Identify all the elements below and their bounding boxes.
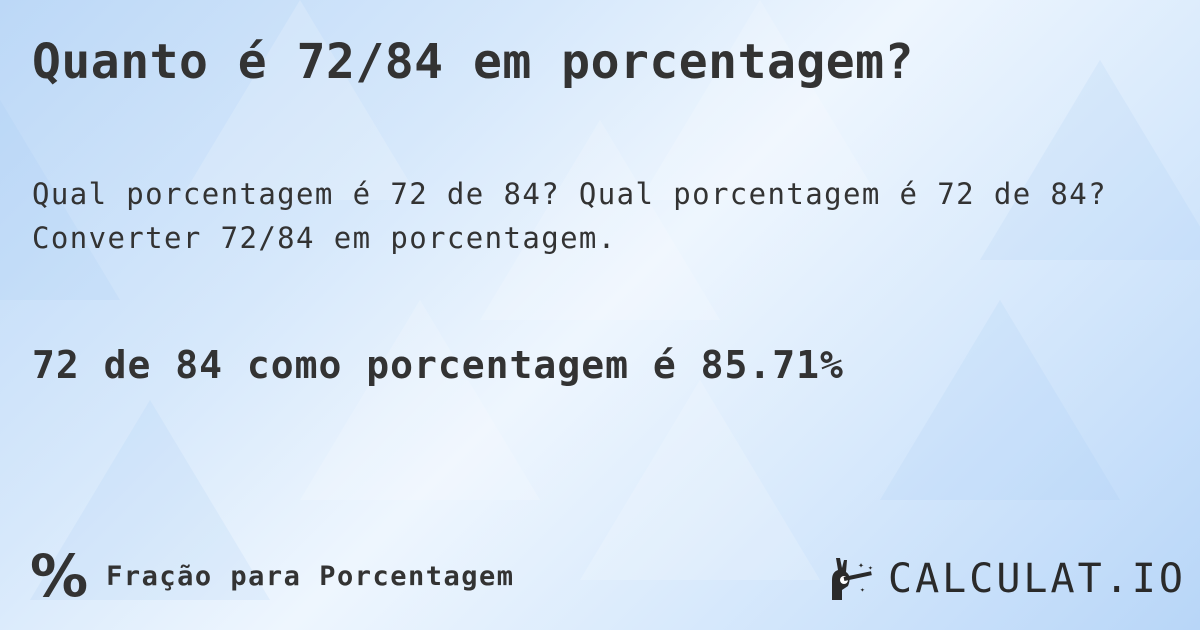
svg-text:✦: ✦ (858, 560, 864, 571)
description: Qual porcentagem é 72 de 84? Qual porcen… (32, 177, 1107, 255)
percent-icon: % (30, 542, 89, 610)
calculat-io-logo[interactable]: ✦ ✦ ✦ CALCULAT.IO (828, 556, 1186, 602)
fraction-to-percentage-link[interactable]: % Fração para Porcentagem (30, 542, 515, 610)
svg-text:✦: ✦ (868, 563, 873, 572)
logo-text: CALCULAT.IO (888, 556, 1186, 602)
page-title: Quanto é 72/84 em porcentagem? (32, 34, 914, 90)
svg-text:✦: ✦ (860, 585, 865, 594)
magic-hand-icon: ✦ ✦ ✦ (832, 558, 873, 600)
result-text: 72 de 84 como porcentagem é 85.71% (32, 343, 844, 387)
footer-label: Fração para Porcentagem (106, 560, 515, 592)
